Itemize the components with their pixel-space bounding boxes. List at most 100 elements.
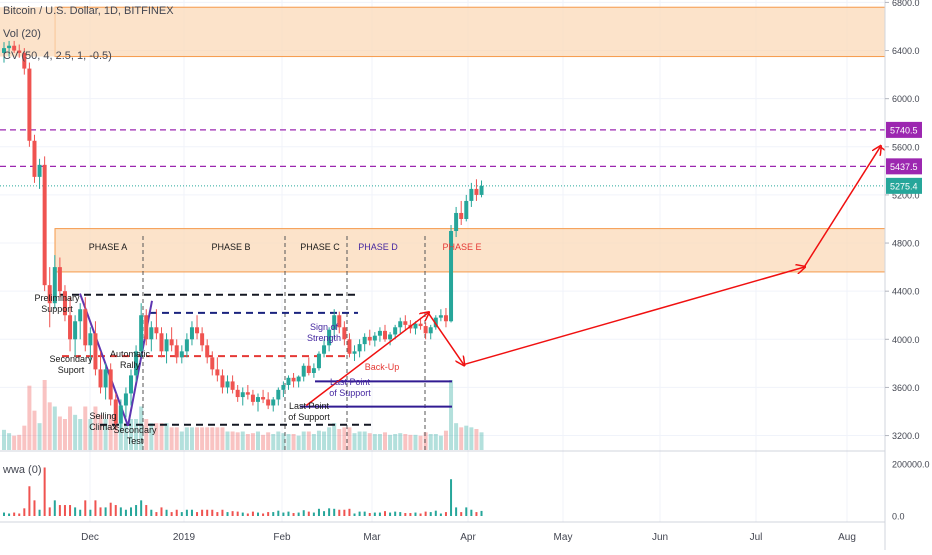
candle	[454, 206, 459, 238]
candle-body	[215, 369, 220, 376]
volume-bar	[235, 432, 240, 450]
candle	[306, 357, 311, 376]
indicator-cv-label[interactable]: CV (50, 4, 2.5, 1, -0.5)	[3, 50, 112, 62]
volume-bar	[464, 425, 469, 450]
candle	[149, 321, 154, 352]
volume-bar	[22, 425, 27, 450]
candle	[301, 363, 306, 382]
volume-bar	[12, 435, 17, 450]
volume-bar	[98, 414, 103, 450]
volume-bar	[418, 435, 423, 450]
chart-title[interactable]: Bitcoin / U.S. Dollar, 1D, BITFINEX	[3, 5, 174, 17]
lower-bar	[348, 508, 351, 516]
lower-bar	[475, 512, 478, 516]
candle-body	[438, 315, 443, 318]
lower-bar	[185, 509, 188, 516]
candle-body	[68, 315, 73, 340]
candle	[464, 194, 469, 222]
lower-bar	[262, 513, 265, 516]
candle	[83, 297, 88, 352]
candle	[423, 322, 428, 340]
projection-leg	[305, 313, 428, 407]
candle	[108, 363, 113, 406]
candle	[428, 324, 433, 340]
lower-bar	[114, 505, 117, 516]
volume-bar	[408, 434, 413, 450]
annotation-line: Test	[127, 436, 144, 446]
volume-bar	[362, 431, 367, 450]
candle-body	[88, 333, 93, 346]
volume-bar	[377, 434, 382, 450]
volume-bar	[459, 427, 464, 450]
candle-body	[62, 291, 67, 316]
candle-body	[220, 375, 225, 388]
candle	[225, 375, 230, 394]
lower-bar	[378, 512, 381, 516]
candle	[189, 321, 194, 346]
annotation: Back-Up	[365, 362, 400, 372]
candle-body	[418, 323, 423, 327]
phase-label: PHASE E	[442, 242, 481, 252]
candle-body	[98, 369, 103, 388]
lower-bar	[450, 479, 453, 516]
volume-bar	[281, 433, 286, 450]
lower-bar	[460, 512, 463, 516]
volume-bar	[296, 435, 301, 450]
lower-bar	[282, 512, 285, 516]
candle-body	[179, 351, 184, 358]
candle-body	[266, 399, 271, 406]
candle	[68, 297, 73, 352]
candle-body	[322, 345, 327, 354]
lower-bar	[190, 509, 193, 516]
volume-bar	[73, 414, 78, 450]
candle-body	[383, 330, 387, 340]
candle-body	[311, 368, 316, 373]
lower-bar	[272, 512, 275, 516]
candle-body	[47, 285, 52, 304]
lower-bar	[409, 513, 412, 516]
lower-pane-label[interactable]: wwa (0)	[3, 464, 42, 476]
candle-body	[57, 267, 62, 292]
lower-bar	[58, 505, 61, 516]
annotation-line: Support	[41, 304, 73, 314]
candle-body	[357, 344, 362, 352]
candle-body	[291, 377, 296, 382]
volume-bar	[154, 423, 159, 450]
candle	[129, 369, 133, 406]
candle-body	[123, 393, 128, 406]
volume-bar	[261, 434, 266, 450]
candle-body	[149, 327, 154, 340]
lower-bar	[109, 502, 112, 516]
indicator-vol-label[interactable]: Vol (20)	[3, 28, 41, 40]
candle-body	[154, 327, 159, 334]
candle-body	[144, 315, 149, 340]
candle-body	[464, 200, 469, 219]
candle	[256, 393, 260, 412]
lower-bar	[63, 505, 66, 516]
lower-bar	[13, 512, 16, 516]
candle	[47, 267, 52, 328]
volume-bar	[438, 435, 443, 450]
candle-body	[332, 315, 337, 330]
projection-leg	[463, 267, 804, 366]
candle-body	[327, 329, 332, 346]
candle-body	[17, 50, 22, 53]
candle-body	[271, 399, 276, 406]
time-tick-label: Apr	[460, 532, 476, 543]
candle-body	[474, 188, 479, 195]
volume-bar	[403, 434, 408, 450]
price-badge	[886, 158, 922, 175]
volume-bar	[93, 406, 98, 450]
candle-body	[352, 351, 357, 354]
price-tick-label: 4000.0	[892, 335, 920, 345]
candle	[383, 324, 387, 342]
price-tick-label: 4400.0	[892, 287, 920, 297]
candle-body	[73, 321, 78, 340]
candle-body	[42, 164, 47, 286]
lower-bar	[363, 511, 366, 516]
candle	[42, 156, 47, 292]
candle	[184, 333, 189, 358]
lower-bar	[455, 507, 458, 516]
lower-tick-label: 0.0	[892, 512, 905, 522]
